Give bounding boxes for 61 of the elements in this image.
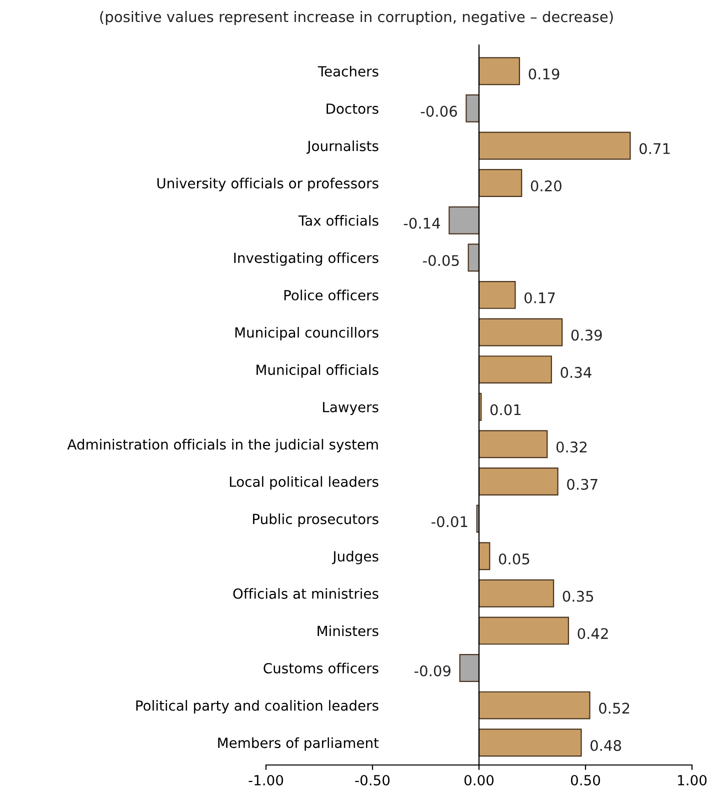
y-tick-label: Customs officers [264,662,378,674]
data-label: 0.39 [571,330,602,341]
bar [466,94,480,122]
y-tick-label: Officials at ministries [233,588,378,599]
chart-subtitle: (positive values represent increase in corruption, negative – decrease) [100,10,613,26]
y-tick-label: Teachers [318,66,378,77]
data-label: 0.20 [530,180,562,192]
y-tick-label: Police officers [284,290,378,300]
data-label: 0.35 [562,590,594,602]
data-label: 0.71 [640,143,670,154]
data-label: 0.19 [528,68,560,80]
y-tick-label: Judges [332,550,378,564]
y-tick-label: Members of parliament [218,737,379,751]
data-label: -0.09 [414,665,450,676]
bar [478,616,570,645]
data-label: 0.48 [590,740,622,752]
bar [478,728,582,757]
data-label: 0.52 [599,702,630,714]
y-tick-label: Tax officials [298,215,378,226]
bar [478,467,558,496]
y-tick-label: Political party and coalition leaders [136,700,378,714]
y-tick-label: Local political leaders [230,476,378,490]
x-tick-label: -1.00 [248,774,284,786]
bar [468,244,480,272]
data-label: -0.01 [432,516,468,528]
data-label: 0.17 [524,292,555,304]
bar [478,579,554,608]
x-tick-label: -0.50 [355,774,390,786]
y-tick-label: Investigating officers [234,252,378,266]
x-tick-label: 0.00 [464,774,494,786]
y-tick-label: University officials or professors [157,178,378,192]
bar [478,57,520,86]
data-label: -0.06 [420,106,457,117]
y-tick-label: Ministers [318,625,378,636]
data-label: 0.37 [567,478,598,490]
bar [448,206,480,234]
data-label: 0.01 [490,404,521,416]
bar [478,691,590,720]
x-tick-label: 1.00 [678,774,707,786]
y-tick-label: Public prosecutors [253,514,378,527]
bar [478,132,631,160]
y-tick-label: Administration officials in the judicial system [67,438,378,452]
y-tick-label: Journalists [306,140,378,154]
bar [478,169,522,198]
data-label: 0.05 [498,553,530,564]
bar [478,318,563,346]
data-label: -0.14 [404,218,440,229]
data-label: 0.42 [578,628,608,640]
data-label: 0.32 [556,442,587,453]
bar [478,280,516,309]
bar [478,542,490,570]
y-tick-label: Municipal councillors [235,326,378,340]
data-label: -0.05 [423,255,459,266]
bar [478,430,548,458]
x-tick-label: 0.50 [570,774,600,786]
bar [478,356,552,384]
data-label: 0.34 [560,366,592,378]
y-tick-label: Municipal officials [256,364,378,378]
bar [459,654,480,682]
y-tick-label: Lawyers [323,402,378,416]
y-tick-label: Doctors [326,104,378,114]
